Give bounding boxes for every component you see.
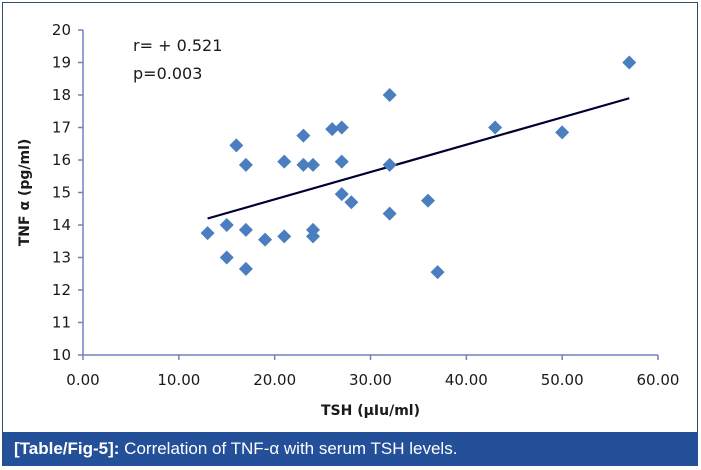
y-axis-title: TNF α (pg/ml) [17, 139, 33, 247]
tick-labels: 10 11 12 13 14 15 16 17 18 19 20 0.00 10.00 20.00 30.0… [52, 21, 680, 389]
data-point [344, 195, 359, 210]
annotation-r: r= + 0.521 [133, 36, 222, 55]
data-point [334, 120, 349, 135]
y-tick-label: 13 [52, 249, 71, 267]
y-tick-label: 19 [52, 54, 71, 72]
axes [78, 29, 659, 360]
data-point [382, 88, 397, 102]
data-point [622, 55, 637, 70]
scatter-chart: 10 11 12 13 14 15 16 17 18 19 20 0.00 10.00 20.00 30.0… [17, 21, 680, 419]
data-point [200, 226, 215, 241]
data-point [219, 250, 234, 265]
annotation-p: p=0.003 [133, 64, 202, 83]
data-point [258, 232, 273, 247]
x-axis-title: TSH (µIu/ml) [321, 403, 420, 419]
data-point [277, 154, 292, 169]
data-point [238, 222, 253, 237]
y-tick-label: 11 [52, 314, 71, 332]
data-point [334, 154, 349, 169]
x-tick-label: 40.00 [445, 371, 488, 389]
data-point [325, 122, 340, 137]
x-tick-label: 60.00 [637, 371, 680, 389]
data-point [382, 206, 397, 221]
y-tick-label: 10 [52, 346, 71, 364]
y-tick-label: 14 [52, 216, 71, 234]
y-tick-label: 12 [52, 281, 71, 299]
data-point [306, 157, 320, 172]
data-point [296, 157, 311, 172]
x-tick-label: 0.00 [66, 371, 99, 389]
data-point [430, 265, 445, 280]
y-tick-label: 18 [52, 86, 71, 104]
data-point [238, 261, 253, 276]
trendline [207, 97, 630, 220]
caption-label: [Table/Fig-5]: [14, 439, 120, 458]
data-point [219, 218, 234, 232]
data-point [421, 193, 435, 208]
data-points [200, 55, 637, 280]
x-tick-label: 10.00 [157, 371, 200, 389]
data-point [555, 125, 570, 140]
x-tick-label: 30.00 [349, 371, 392, 389]
data-point [382, 157, 397, 172]
figure-caption: [Table/Fig-5]: Correlation of TNF-α with… [3, 432, 698, 466]
data-point [334, 187, 349, 202]
data-point [488, 120, 503, 135]
caption-text: Correlation of TNF-α with serum TSH leve… [119, 439, 458, 458]
data-point [238, 157, 253, 172]
y-tick-label: 16 [52, 151, 71, 169]
x-tick-label: 20.00 [253, 371, 296, 389]
y-tick-label: 15 [52, 184, 71, 202]
x-tick-label: 50.00 [541, 371, 584, 389]
data-point [229, 138, 244, 153]
y-tick-label: 17 [52, 119, 71, 137]
data-point [277, 229, 292, 244]
data-point [296, 128, 311, 143]
data-point [306, 229, 320, 244]
y-tick-label: 20 [52, 21, 71, 39]
